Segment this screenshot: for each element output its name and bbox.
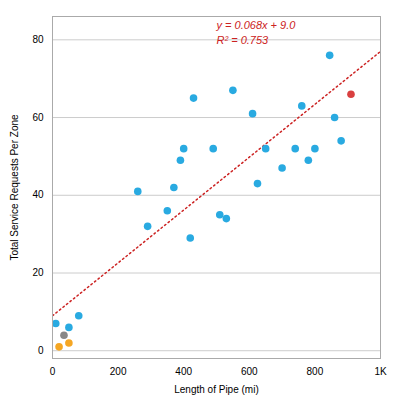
svg-text:20: 20 [32, 267, 44, 278]
svg-text:R² = 0.753: R² = 0.753 [217, 34, 270, 46]
svg-text:0: 0 [38, 345, 44, 356]
svg-text:400: 400 [175, 366, 192, 377]
svg-text:Length of Pipe (mi): Length of Pipe (mi) [174, 384, 259, 395]
svg-text:80: 80 [32, 34, 44, 45]
svg-text:Total Service Requests Per Zon: Total Service Requests Per Zone [9, 114, 20, 261]
svg-text:0: 0 [50, 366, 56, 377]
svg-text:60: 60 [32, 112, 44, 123]
svg-text:800: 800 [307, 366, 324, 377]
svg-text:600: 600 [241, 366, 258, 377]
svg-text:1K: 1K [374, 366, 387, 377]
svg-text:y = 0.068x + 9.0: y = 0.068x + 9.0 [216, 19, 297, 31]
svg-text:40: 40 [32, 189, 44, 200]
svg-text:200: 200 [110, 366, 127, 377]
